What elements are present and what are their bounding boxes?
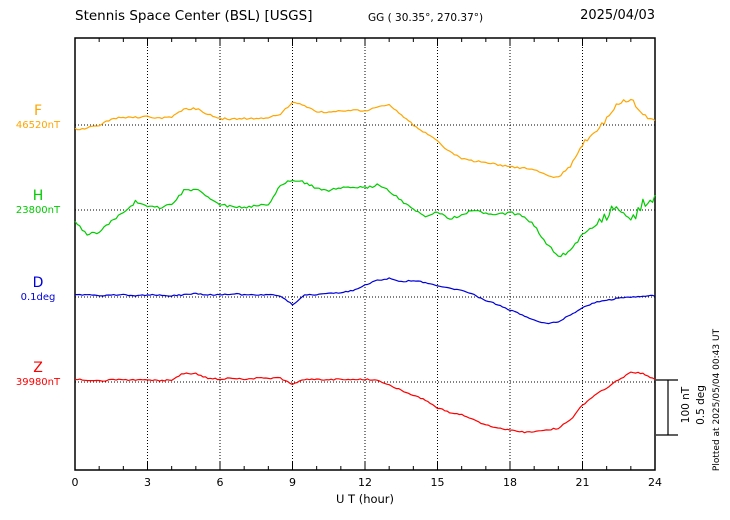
plot-timestamp: Plotted at 2025/05/04 00:43 UT bbox=[712, 328, 722, 472]
trace-name-f: F bbox=[33, 103, 43, 119]
scale-bar-nt: 100 nT bbox=[680, 386, 692, 424]
trace-label-h: H 23800nT bbox=[6, 188, 70, 217]
x-tick-18: 18 bbox=[503, 476, 517, 489]
trace-label-z: Z 39980nT bbox=[6, 360, 70, 389]
x-tick-24: 24 bbox=[648, 476, 662, 489]
trace-baseline-d: 0.1deg bbox=[20, 292, 56, 303]
x-tick-21: 21 bbox=[575, 476, 590, 489]
trace-baseline-h: 23800nT bbox=[15, 205, 61, 216]
trace-name-z: Z bbox=[33, 360, 43, 376]
x-tick-0: 0 bbox=[71, 476, 79, 489]
x-tick-6: 6 bbox=[216, 476, 224, 489]
trace-name-h: H bbox=[32, 188, 44, 204]
scale-bar-label: 100 nT 0.5 deg bbox=[679, 377, 709, 433]
station-title: Stennis Space Center (BSL) [USGS] bbox=[75, 8, 313, 24]
x-tick-3: 3 bbox=[144, 476, 151, 489]
trace-name-d: D bbox=[32, 275, 44, 291]
trace-label-d: D 0.1deg bbox=[6, 275, 70, 304]
x-tick-9: 9 bbox=[289, 476, 296, 489]
trace-baseline-f: 46520nT bbox=[15, 120, 61, 131]
x-axis-label: U T (hour) bbox=[335, 492, 395, 506]
x-tick-15: 15 bbox=[430, 476, 445, 489]
geographic-coords: GG ( 30.35°, 270.37°) bbox=[368, 12, 484, 24]
plot-date: 2025/04/03 bbox=[580, 8, 655, 23]
x-tick-12: 12 bbox=[358, 476, 372, 489]
scale-bar-deg: 0.5 deg bbox=[695, 385, 707, 425]
trace-baseline-z: 39980nT bbox=[15, 377, 61, 388]
trace-label-f: F 46520nT bbox=[6, 103, 70, 132]
